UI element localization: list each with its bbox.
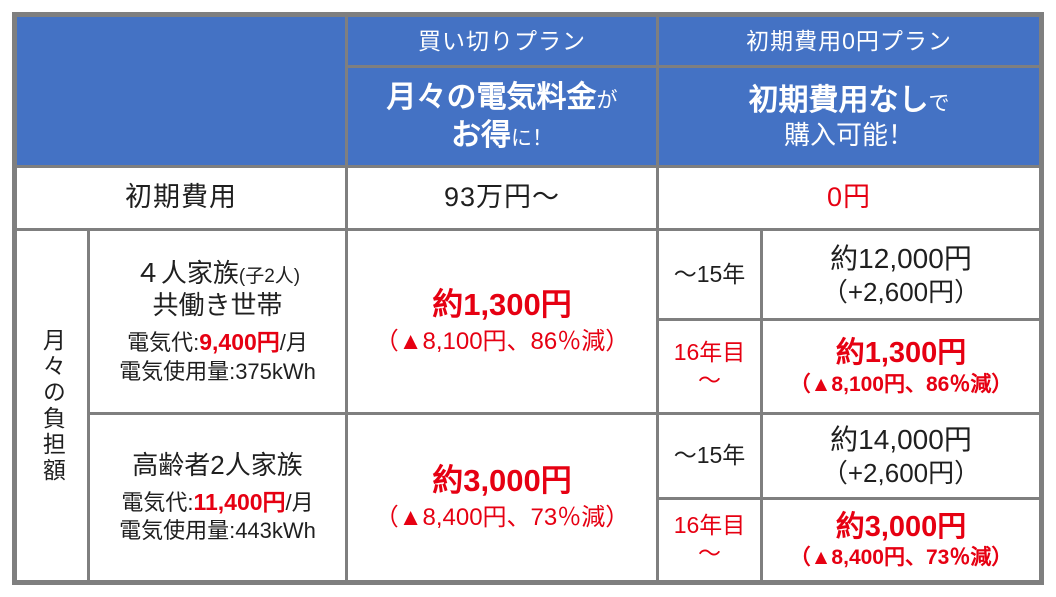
header-blank-cell (17, 17, 345, 165)
household1-info: ４人家族(子2人) 共働き世帯 電気代:9,400円/月 電気使用量:375kW… (90, 231, 345, 412)
household1-bill-suffix: /月 (279, 329, 308, 355)
initial-cost-buyout-value: 93万円～ (348, 168, 656, 228)
monthly-burden-label-text: 月々の負担額 (39, 327, 66, 484)
household1-period-later-line2: ～ (698, 366, 721, 393)
household2-zero-first-value: 約14,000円 (830, 424, 972, 456)
household2-zero-period-later: 16年目 ～ (659, 500, 760, 580)
household1-zero-first-value: 約12,000円 (830, 242, 972, 274)
household2-period-later-line2: ～ (698, 540, 721, 566)
plan-buyout-header: 買い切りプラン (348, 17, 656, 65)
buyout-tagline-main1: 月々の電気料金 (386, 81, 597, 114)
household2-bill-prefix: 電気代: (121, 489, 194, 515)
plan-zero-name: 初期費用0円プラン (746, 27, 952, 54)
household2-bill-value: 11,400円 (193, 488, 286, 515)
household1-buyout-cell: 約1,300円 （▲8,100円、86％減） (348, 231, 656, 412)
household2-bill-suffix: /月 (285, 489, 314, 515)
household2-zero-value-first: 約14,000円 （+2,600円） (763, 415, 1039, 497)
buyout-tagline-small2: に！ (511, 126, 553, 150)
household2-bill-line: 電気代:11,400円/月 (121, 488, 313, 518)
buyout-tagline-small1: が (596, 89, 618, 112)
household2-period-later-line1: 16年目 (673, 512, 746, 539)
initial-cost-zero-text: 0円 (826, 182, 872, 213)
plan-buyout-name: 買い切りプラン (418, 27, 586, 54)
household1-zero-first-note: （+2,600円） (821, 276, 981, 307)
household1-buyout-note: （▲8,100円、86％減） (374, 327, 630, 355)
initial-cost-label: 初期費用 (17, 168, 345, 228)
household2-buyout-value: 約3,000円 (432, 463, 572, 499)
household1-period-later-line1: 16年目 (673, 338, 746, 365)
zero-tagline-line1: 初期費用なしで (749, 82, 950, 120)
household2-name: 高齢者2人家族 (132, 450, 303, 480)
household1-bill-line: 電気代:9,400円/月 (127, 328, 308, 358)
plan-zero-header: 初期費用0円プラン (659, 17, 1039, 65)
buyout-tagline-line1: 月々の電気料金が (387, 79, 618, 117)
household2-usage-line: 電気使用量:443kWh (119, 518, 316, 544)
household1-name-line2: 共働き世帯 (152, 290, 283, 321)
household1-name-main: ４人家族 (134, 257, 239, 288)
household2-zero-later-note: （▲8,400円、73％減） (789, 546, 1013, 569)
household2-zero-period-first: ～15年 (659, 415, 760, 497)
household2-buyout-note: （▲8,400円、73％減） (374, 503, 630, 531)
initial-cost-buyout-text: 93万円～ (443, 182, 561, 213)
buyout-tagline-line2: お得に！ (451, 117, 553, 155)
household2-info: 高齢者2人家族 電気代:11,400円/月 電気使用量:443kWh (90, 415, 345, 580)
household1-bill-value: 9,400円 (199, 328, 280, 355)
monthly-burden-section-label: 月々の負担額 (17, 231, 87, 580)
household1-zero-later-note: （▲8,100円、86％減） (789, 372, 1013, 396)
household2-zero-first-note: （+2,600円） (821, 458, 981, 489)
household1-zero-period-first: ～15年 (659, 231, 760, 318)
household1-buyout-value: 約1,300円 (432, 287, 572, 323)
zero-tagline-line2: 購入可能！ (783, 120, 914, 150)
household1-zero-period-later: 16年目 ～ (659, 321, 760, 412)
household1-zero-value-first: 約12,000円 （+2,600円） (763, 231, 1039, 318)
household1-zero-value-later: 約1,300円 （▲8,100円、86％減） (763, 321, 1039, 412)
zero-tagline-small1: で (928, 91, 950, 115)
household2-buyout-cell: 約3,000円 （▲8,400円、73％減） (348, 415, 656, 580)
zero-tagline-main1: 初期費用なし (748, 83, 929, 117)
household2-zero-value-later: 約3,000円 （▲8,400円、73％減） (763, 500, 1039, 580)
household1-bill-prefix: 電気代: (127, 329, 200, 355)
household1-zero-later-value: 約1,300円 (835, 337, 967, 370)
plan-zero-tagline: 初期費用なしで 購入可能！ (659, 68, 1039, 165)
household1-name: ４人家族(子2人) (135, 257, 300, 290)
household2-zero-later-value: 約3,000円 (835, 510, 967, 543)
plan-buyout-tagline: 月々の電気料金が お得に！ (348, 68, 656, 165)
initial-cost-zero-value: 0円 (659, 168, 1039, 228)
initial-cost-label-text: 初期費用 (125, 182, 237, 213)
household1-period-first-text: ～15年 (673, 260, 746, 287)
household1-usage-line: 電気使用量:375kWh (119, 358, 316, 384)
household1-name-small: (子2人) (238, 265, 301, 287)
household2-period-first-text: ～15年 (673, 442, 746, 469)
buyout-tagline-main2: お得 (451, 118, 511, 152)
comparison-table: 買い切りプラン 初期費用0円プラン 月々の電気料金が お得に！ 初期費用なしで … (12, 12, 1044, 585)
